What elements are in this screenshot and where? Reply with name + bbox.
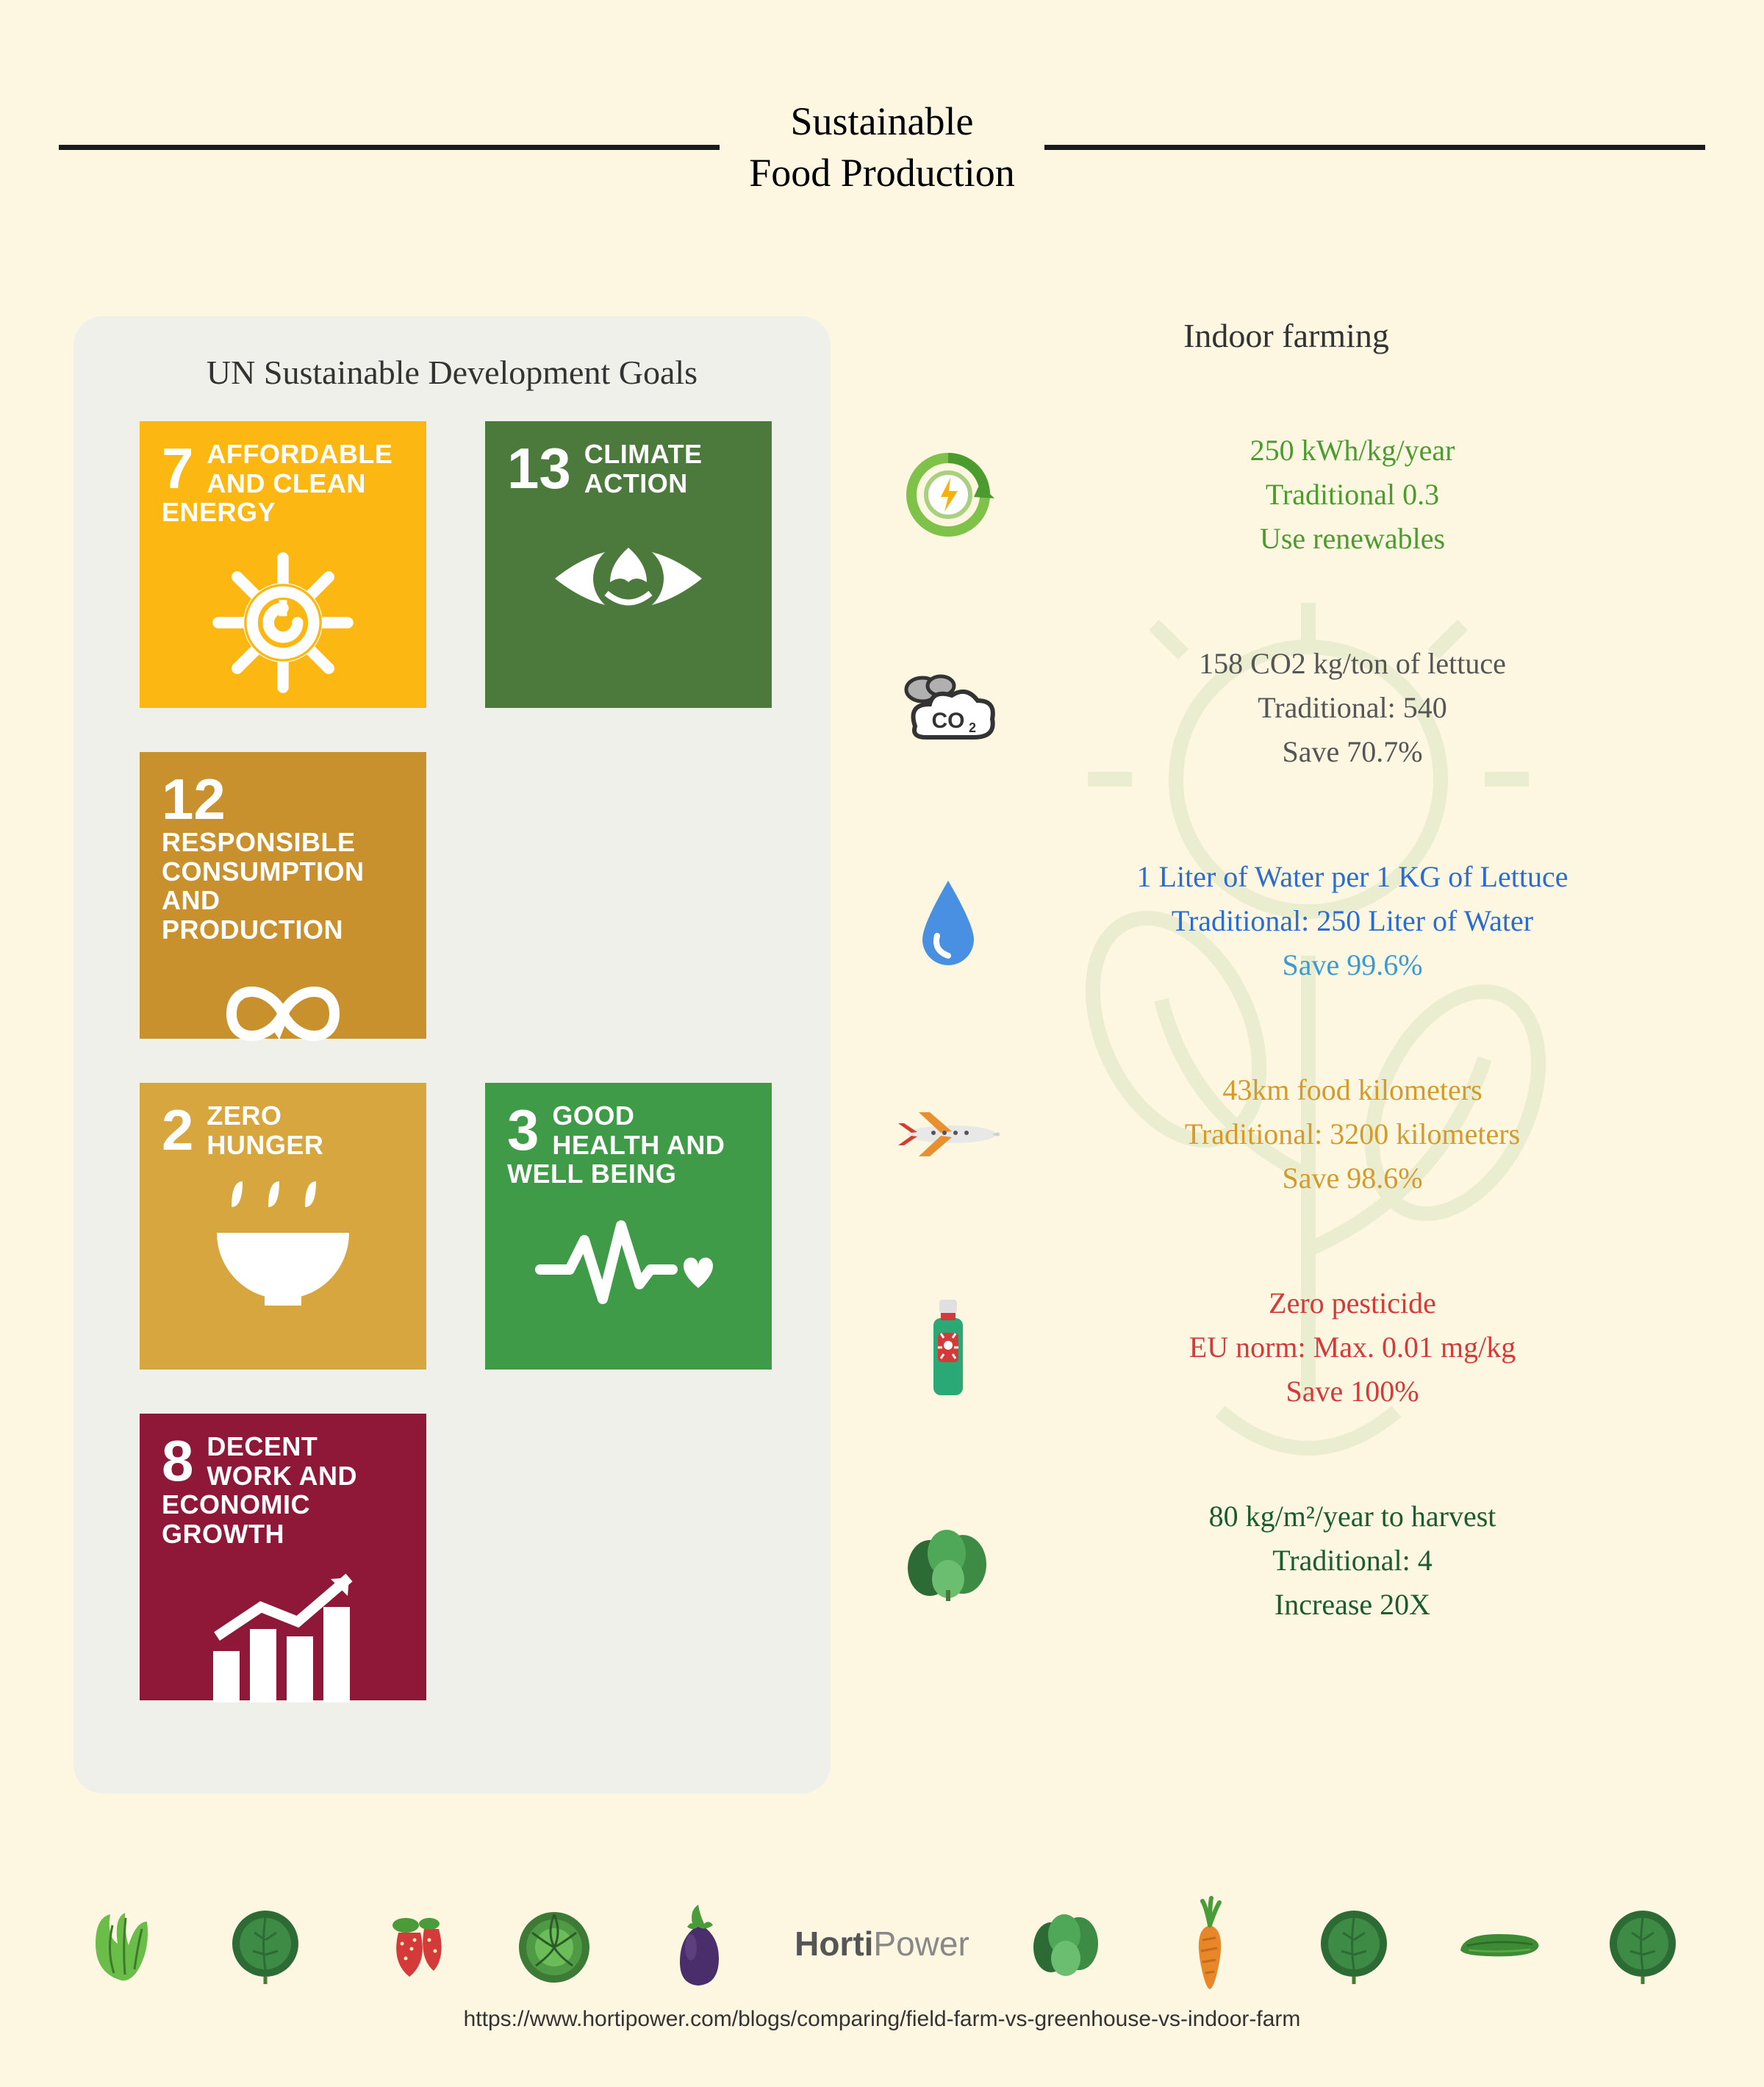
sdg-tile-2: 2 ZERO HUNGER [140,1083,426,1370]
sdg-label: ZERO HUNGER [162,1101,404,1159]
metric-line-3: Save 100% [1014,1370,1690,1414]
plane-icon [882,1105,1014,1164]
metric-text: 1 Liter of Water per 1 KG of Lettuce Tra… [1014,855,1690,987]
sdg-icon [507,498,750,648]
metric-line-2: EU norm: Max. 0.01 mg/kg [1014,1325,1690,1370]
co2-icon: CO 2 [882,667,1014,748]
sdg-tile-13: 13 CLIMATE ACTION [485,421,772,708]
sdg-number: 3 [507,1101,539,1159]
cabbage-icon [506,1896,602,1991]
metric-line-2: Traditional: 3200 kilometers [1014,1112,1690,1156]
brand-bold: Horti [795,1925,873,1963]
pesticide-icon [882,1292,1014,1403]
title-line-2: Food Production [749,147,1015,198]
metric-line-3: Save 99.6% [1014,943,1690,987]
sdg-grid: 7 AFFORDABLE AND CLEAN ENERGY 13 CLIMATE… [118,421,786,1744]
eggplant-icon [650,1896,746,1991]
energy-icon [882,447,1014,543]
sdg-tile-12: 12 RESPONSIBLE CONSUMPTION AND PRODUCTIO… [140,752,426,1039]
metric-line-3: Use renewables [1014,517,1690,561]
lettuce-icon [74,1896,169,1991]
leaf3-icon [1595,1896,1690,1991]
footer-url: https://www.hortipower.com/blogs/compari… [0,2007,1764,2032]
metric-line-1: Zero pesticide [1014,1281,1690,1325]
harvest-icon [882,1517,1014,1605]
metric-row-co2: CO 2 158 CO2 kg/ton of lettuce Tradition… [882,612,1690,803]
metric-row-plane: 43km food kilometers Traditional: 3200 k… [882,1039,1690,1230]
header-rule-left [59,145,720,150]
greens-icon [1018,1896,1114,1991]
metrics-container: 250 kWh/kg/year Traditional 0.3 Use rene… [882,399,1690,1656]
leaf2-icon [1306,1896,1402,1991]
svg-text:CO: CO [932,709,965,733]
metric-text: Zero pesticide EU norm: Max. 0.01 mg/kg … [1014,1281,1690,1414]
metric-line-2: Traditional 0.3 [1014,473,1690,517]
metric-line-1: 158 CO2 kg/ton of lettuce [1014,642,1690,686]
metric-line-1: 250 kWh/kg/year [1014,429,1690,473]
metric-line-3: Save 70.7% [1014,730,1690,774]
metric-line-3: Increase 20X [1014,1583,1690,1627]
metric-text: 43km food kilometers Traditional: 3200 k… [1014,1068,1690,1200]
metric-text: 158 CO2 kg/ton of lettuce Traditional: 5… [1014,642,1690,774]
metric-line-1: 80 kg/m²/year to harvest [1014,1494,1690,1539]
metric-row-water: 1 Liter of Water per 1 KG of Lettuce Tra… [882,826,1690,1017]
footer-brand: HortiPower [795,1924,969,1964]
metric-line-1: 43km food kilometers [1014,1068,1690,1112]
sdg-number: 7 [162,440,193,497]
svg-text:2: 2 [969,720,976,735]
sdg-icon [162,944,404,1073]
brand-light: Power [873,1925,969,1963]
title-line-1: Sustainable [749,96,1015,147]
metric-row-harvest: 80 kg/m²/year to harvest Traditional: 4 … [882,1465,1690,1656]
sdg-icon [507,1189,750,1325]
metric-line-1: 1 Liter of Water per 1 KG of Lettuce [1014,855,1690,899]
sdg-tile-8: 8 DECENT WORK AND ECONOMIC GROWTH [140,1414,426,1700]
sdg-number: 2 [162,1101,193,1159]
indoor-farming-title: Indoor farming [882,316,1690,355]
metric-line-2: Traditional: 4 [1014,1539,1690,1583]
footer-veg-row: HortiPower [74,1896,1690,1991]
sdg-number: 12 [162,770,226,828]
sdg-label: AFFORDABLE AND CLEAN ENERGY [162,440,404,527]
sdg-panel: UN Sustainable Development Goals 7 AFFOR… [74,316,831,1794]
sdg-icon [162,1159,404,1325]
water-icon [882,873,1014,969]
header-rule-right [1044,145,1705,150]
metric-text: 80 kg/m²/year to harvest Traditional: 4 … [1014,1494,1690,1627]
sdg-label: DECENT WORK AND ECONOMIC GROWTH [162,1432,404,1548]
metric-row-energy: 250 kWh/kg/year Traditional 0.3 Use rene… [882,399,1690,590]
spinach-leaf-icon [218,1896,313,1991]
sdg-icon [162,1548,404,1714]
metric-line-2: Traditional: 250 Liter of Water [1014,899,1690,943]
page-title: Sustainable Food Production [720,96,1044,198]
indoor-farming-panel: Indoor farming 250 kWh/kg/year Tradition… [882,316,1690,1678]
sdg-label: GOOD HEALTH AND WELL BEING [507,1101,750,1189]
sdg-panel-title: UN Sustainable Development Goals [118,353,786,392]
strawberry-icon [362,1896,457,1991]
metric-line-2: Traditional: 540 [1014,686,1690,730]
sdg-number: 13 [507,440,571,497]
metric-row-pesticide: Zero pesticide EU norm: Max. 0.01 mg/kg … [882,1252,1690,1443]
sdg-icon [162,527,404,707]
metric-text: 250 kWh/kg/year Traditional 0.3 Use rene… [1014,429,1690,561]
metric-line-3: Save 98.6% [1014,1156,1690,1200]
cucumber-icon [1451,1896,1546,1991]
sdg-number: 8 [162,1432,193,1489]
page-header: Sustainable Food Production [59,96,1705,198]
carrot-icon [1162,1896,1258,1991]
sdg-tile-3: 3 GOOD HEALTH AND WELL BEING [485,1083,772,1370]
sdg-tile-7: 7 AFFORDABLE AND CLEAN ENERGY [140,421,426,708]
